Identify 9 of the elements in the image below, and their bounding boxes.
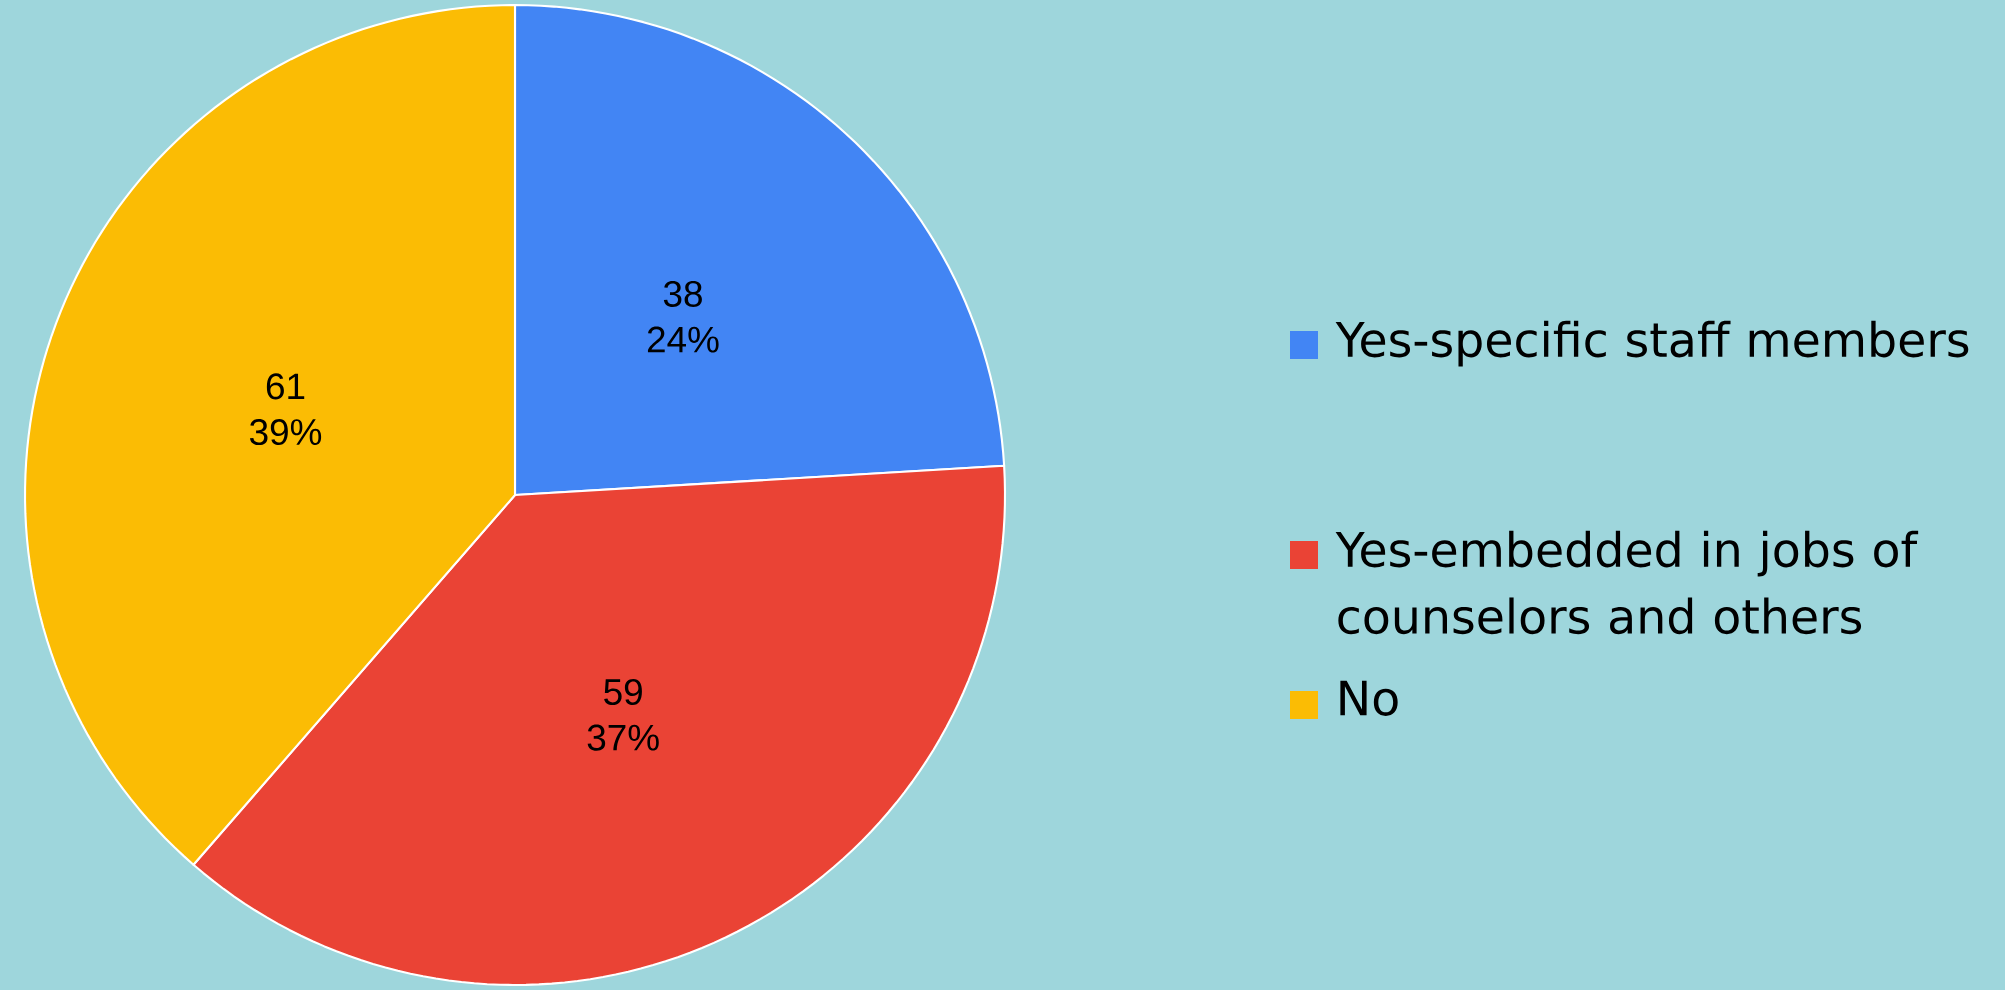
data-label: 61 — [266, 373, 305, 400]
legend-label: Yes-specific staff members — [1335, 320, 1969, 367]
text: 24% — [647, 326, 719, 353]
data-label: 38 — [663, 280, 702, 307]
legend-label: No — [1340, 680, 1398, 716]
text: 37% — [587, 724, 659, 751]
legend-label: Yes-embedded in jobs of counselors and others — [1335, 530, 1919, 635]
text: 39% — [249, 418, 322, 446]
data-label: 59 — [604, 678, 642, 706]
